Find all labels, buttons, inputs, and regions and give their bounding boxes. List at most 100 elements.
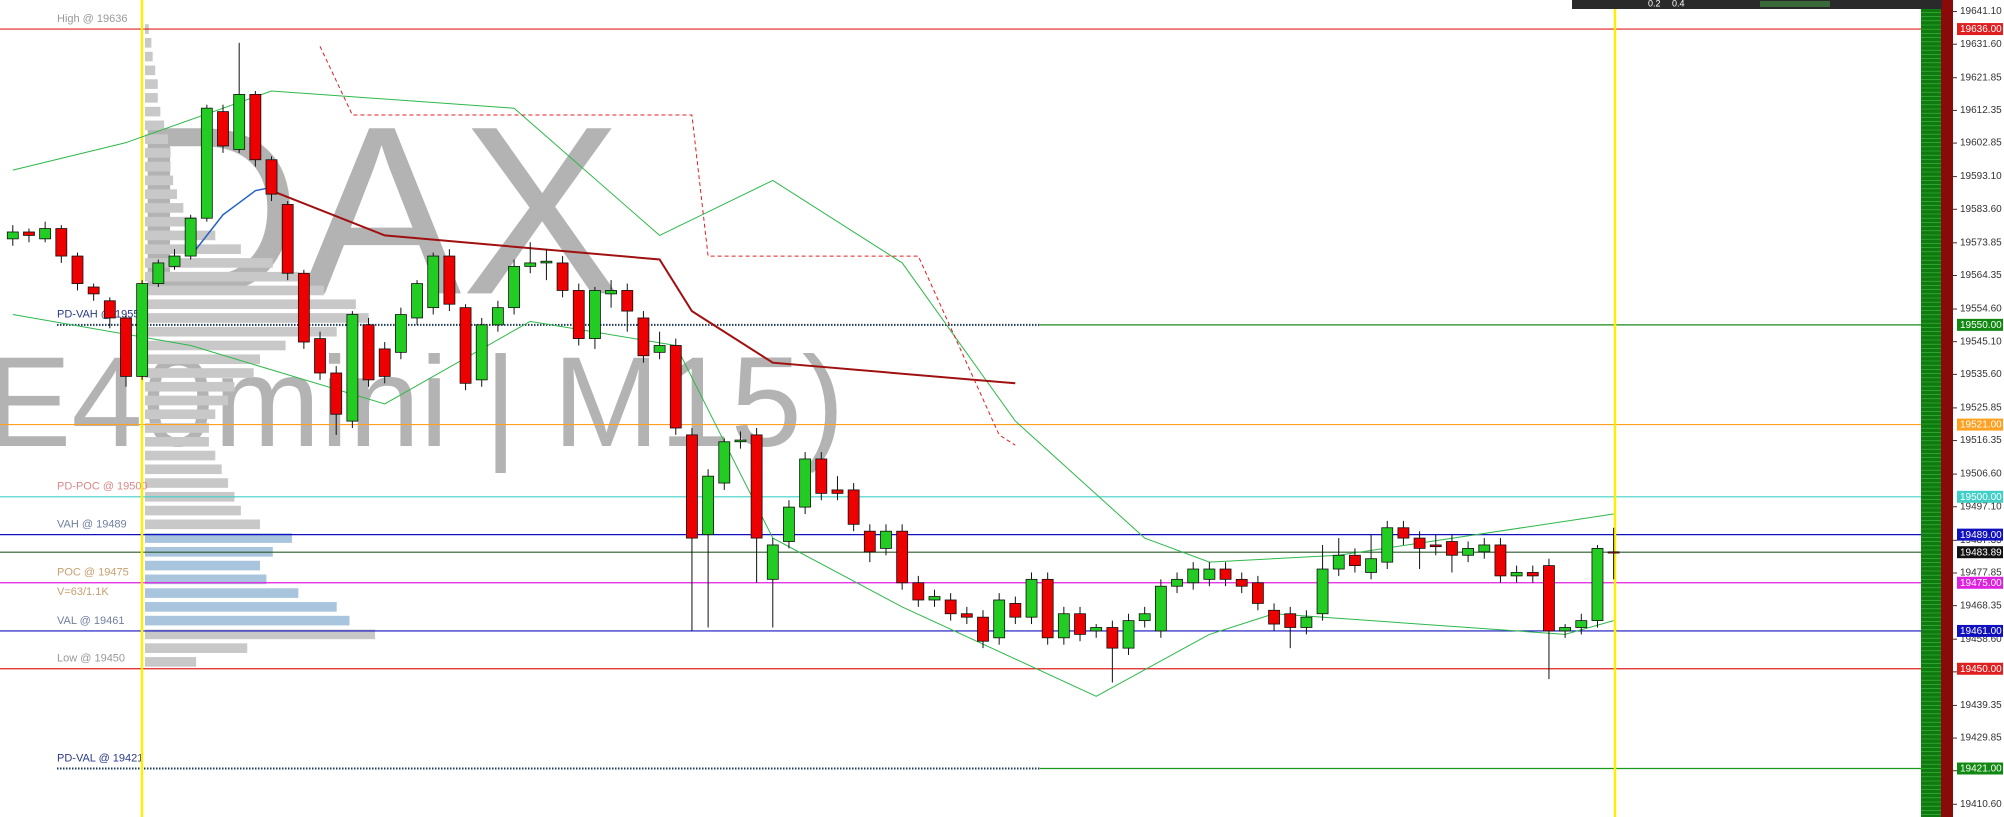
- candle-body: [411, 283, 423, 319]
- profile-bar: [145, 519, 261, 530]
- y-tick-label: 19602.85: [1960, 138, 2002, 149]
- candle-body: [653, 345, 666, 353]
- candle-body: [799, 458, 812, 508]
- price-box: [1957, 624, 2003, 637]
- profile-bar: [145, 230, 216, 241]
- price-box-label: 19489.00: [1960, 530, 2002, 541]
- price-box-label: 19461.00: [1960, 626, 2002, 637]
- candle-body: [766, 544, 779, 580]
- profile-bar: [145, 148, 171, 158]
- candle-body: [896, 530, 909, 584]
- candle-body: [556, 262, 569, 291]
- y-tick-label: 19554.60: [1960, 304, 2002, 315]
- candle-body: [249, 94, 262, 161]
- candle-body: [1251, 582, 1264, 604]
- level-label: VAL @ 19461: [57, 615, 124, 627]
- profile-label: V=63/1.1K: [57, 586, 109, 598]
- y-tick-label: 19458.60: [1960, 634, 2002, 645]
- candle-body: [1316, 568, 1329, 615]
- profile-bar: [145, 79, 158, 89]
- profile-bar: [145, 120, 165, 131]
- profile-bar: [145, 285, 324, 296]
- price-box-label: 19450.00: [1960, 664, 2002, 675]
- candle-body: [362, 324, 375, 381]
- profile-bar: [145, 423, 209, 433]
- profile-bar: [145, 134, 169, 144]
- profile-bar: [145, 643, 248, 653]
- candle-body: [233, 94, 246, 150]
- price-box-label: 19521.00: [1960, 420, 2002, 431]
- profile-bar: [145, 588, 299, 598]
- price-axis: [1953, 0, 2004, 817]
- price-box-label: 19475.00: [1960, 578, 2002, 589]
- candle-body: [912, 582, 925, 601]
- profile-bar: [145, 340, 286, 351]
- candle-body: [669, 345, 682, 429]
- candle-body: [346, 314, 359, 422]
- candle-body: [1074, 613, 1086, 635]
- y-tick-label: 19641.10: [1960, 6, 2002, 17]
- candle-body: [1381, 527, 1394, 563]
- price-box: [1957, 418, 2003, 431]
- candle-body: [1478, 544, 1491, 553]
- level-label: PD-POC @ 19500: [57, 481, 148, 493]
- candle-body: [330, 372, 343, 415]
- profile-bar: [145, 464, 222, 475]
- y-tick-label: 19593.10: [1960, 171, 2002, 182]
- candle-body: [540, 260, 553, 264]
- candle-body: [1219, 568, 1232, 580]
- level-label: Low @ 19450: [57, 653, 125, 665]
- price-box: [1957, 490, 2003, 503]
- profile-bar: [145, 368, 254, 378]
- candle-body: [1365, 558, 1377, 573]
- candle-body: [524, 262, 537, 267]
- profile-bar: [145, 51, 153, 62]
- profile-bar: [145, 574, 267, 585]
- strength-strip: [1941, 0, 1953, 817]
- candle-body: [491, 307, 504, 326]
- level-label: PD-VAH @ 19550: [57, 309, 146, 321]
- price-box: [1957, 662, 2003, 675]
- y-tick-label: 19583.60: [1960, 204, 2002, 215]
- price-box-label: 19483.89: [1960, 547, 2002, 558]
- candle-body: [702, 475, 715, 536]
- candle-body: [1284, 613, 1297, 628]
- candle-body: [394, 314, 407, 353]
- candle-body: [1090, 627, 1103, 632]
- y-tick-label: 19429.85: [1960, 733, 2002, 744]
- candle-body: [120, 317, 132, 377]
- candle-body: [443, 255, 456, 305]
- candles: [6, 42, 1620, 683]
- candle-body: [87, 286, 100, 295]
- profile-bar: [145, 38, 152, 48]
- y-tick-label: 19410.60: [1960, 799, 2002, 810]
- toolbar-value: 0.2: [1648, 0, 1661, 8]
- candle-body: [928, 596, 941, 601]
- candle-body: [1397, 527, 1410, 539]
- candle-body: [184, 217, 197, 257]
- price-box: [1957, 546, 2003, 559]
- volume-profile: [145, 24, 376, 667]
- candle-body: [863, 530, 876, 553]
- price-box-label: 19421.00: [1960, 764, 2002, 775]
- profile-bar: [145, 161, 171, 172]
- candle-body: [1300, 616, 1313, 628]
- price-axis-labels: 19641.10 19631.60 19621.85 19612.35 19602.85…: [1953, 6, 2003, 810]
- candle-body: [378, 348, 391, 377]
- profile-bar: [145, 189, 177, 199]
- candle-body: [783, 506, 795, 542]
- y-tick-label: 19497.10: [1960, 501, 2002, 512]
- candle-body: [1494, 544, 1507, 577]
- y-tick-label: 19621.85: [1960, 72, 2002, 83]
- candle-body: [1543, 565, 1555, 632]
- level-label: POC @ 19475: [57, 567, 129, 579]
- profile-bar: [145, 533, 292, 543]
- profile-bar: [145, 450, 216, 461]
- candle-body: [1413, 537, 1426, 549]
- strength-strip: [1921, 0, 1941, 817]
- y-tick-label: 19506.60: [1960, 469, 2002, 480]
- candle-body: [831, 489, 844, 494]
- price-box: [1957, 318, 2003, 331]
- candle-body: [152, 262, 165, 284]
- candle-body: [993, 599, 1006, 639]
